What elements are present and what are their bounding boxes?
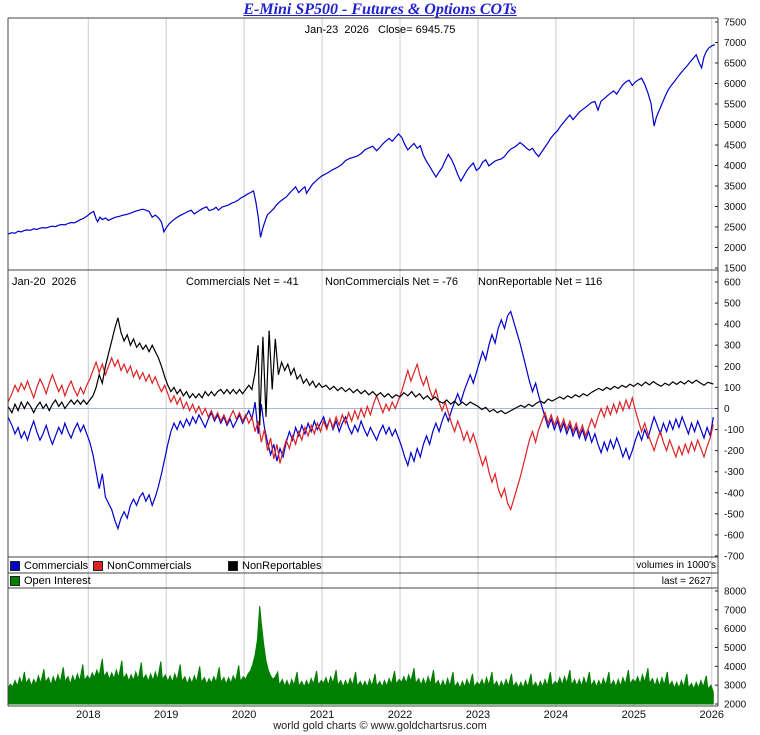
svg-text:2024: 2024 [544, 709, 568, 721]
svg-text:-500: -500 [724, 509, 744, 520]
svg-text:-700: -700 [724, 552, 744, 563]
svg-text:600: 600 [724, 278, 741, 289]
legend-noncommercials-label: NonCommercials [107, 560, 192, 572]
svg-text:2000: 2000 [724, 243, 747, 254]
svg-text:-200: -200 [724, 446, 744, 457]
commercials-swatch-icon [10, 561, 20, 571]
svg-text:-300: -300 [724, 467, 744, 478]
nonreportables-swatch-icon [228, 561, 238, 571]
legend-commercials-label: Commercials [24, 560, 89, 572]
legend-noncommercials: NonCommercials [93, 560, 191, 572]
svg-text:2021: 2021 [310, 709, 334, 721]
svg-text:3500: 3500 [724, 182, 747, 193]
svg-text:2500: 2500 [724, 223, 747, 234]
svg-text:500: 500 [724, 299, 741, 310]
page-title: E-Mini SP500 - Futures & Options COTs [243, 1, 517, 18]
svg-text:6000: 6000 [724, 624, 747, 635]
svg-text:2018: 2018 [76, 709, 100, 721]
nonreportable-net-label: NonReportable Net = 116 [478, 276, 603, 288]
svg-text:4000: 4000 [724, 161, 747, 172]
svg-text:5000: 5000 [724, 643, 747, 654]
svg-text:2020: 2020 [232, 709, 256, 721]
svg-text:3000: 3000 [724, 202, 747, 213]
legend-open-interest-label: Open Interest [24, 575, 91, 587]
commercials-net-label: Commercials Net = -41 [186, 276, 299, 288]
svg-text:-600: -600 [724, 530, 744, 541]
svg-text:4500: 4500 [724, 141, 747, 152]
svg-text:6500: 6500 [724, 59, 747, 70]
svg-text:200: 200 [724, 362, 741, 373]
svg-text:2000: 2000 [724, 700, 747, 711]
svg-text:4000: 4000 [724, 662, 747, 673]
legend-nonreportables: NonReportables [228, 560, 322, 572]
svg-text:5500: 5500 [724, 100, 747, 111]
svg-text:5000: 5000 [724, 120, 747, 131]
svg-text:2026: 2026 [700, 709, 724, 721]
legend-nonreportables-label: NonReportables [242, 560, 322, 572]
svg-text:0: 0 [724, 404, 730, 415]
price-close-annotation: Jan-23 2026 Close= 6945.75 [304, 24, 456, 36]
svg-text:7000: 7000 [724, 38, 747, 49]
svg-text:2022: 2022 [388, 709, 412, 721]
svg-text:-400: -400 [724, 488, 744, 499]
svg-text:7000: 7000 [724, 605, 747, 616]
cot-date-label: Jan-20 2026 [12, 276, 77, 288]
svg-text:7500: 7500 [724, 18, 747, 29]
svg-text:400: 400 [724, 320, 741, 331]
svg-text:8000: 8000 [724, 587, 747, 598]
svg-text:2025: 2025 [622, 709, 646, 721]
legend-commercials: Commercials [10, 560, 88, 572]
noncommercials-swatch-icon [93, 561, 103, 571]
svg-text:100: 100 [724, 383, 741, 394]
svg-text:2019: 2019 [154, 709, 178, 721]
copyright-footer: world gold charts © www.goldchartsrus.co… [273, 720, 487, 732]
svg-text:6000: 6000 [724, 79, 747, 90]
svg-text:-100: -100 [724, 425, 744, 436]
noncommercials-net-label: NonCommercials Net = -76 [325, 276, 458, 288]
svg-text:2023: 2023 [466, 709, 490, 721]
svg-text:300: 300 [724, 341, 741, 352]
svg-text:3000: 3000 [724, 681, 747, 692]
volumes-note: volumes in 1000's [636, 560, 716, 571]
open-interest-last-value: last = 2627 [661, 576, 711, 587]
legend-open-interest: Open Interest [10, 575, 91, 587]
open-interest-swatch-icon [10, 576, 20, 586]
svg-text:1500: 1500 [724, 264, 747, 275]
